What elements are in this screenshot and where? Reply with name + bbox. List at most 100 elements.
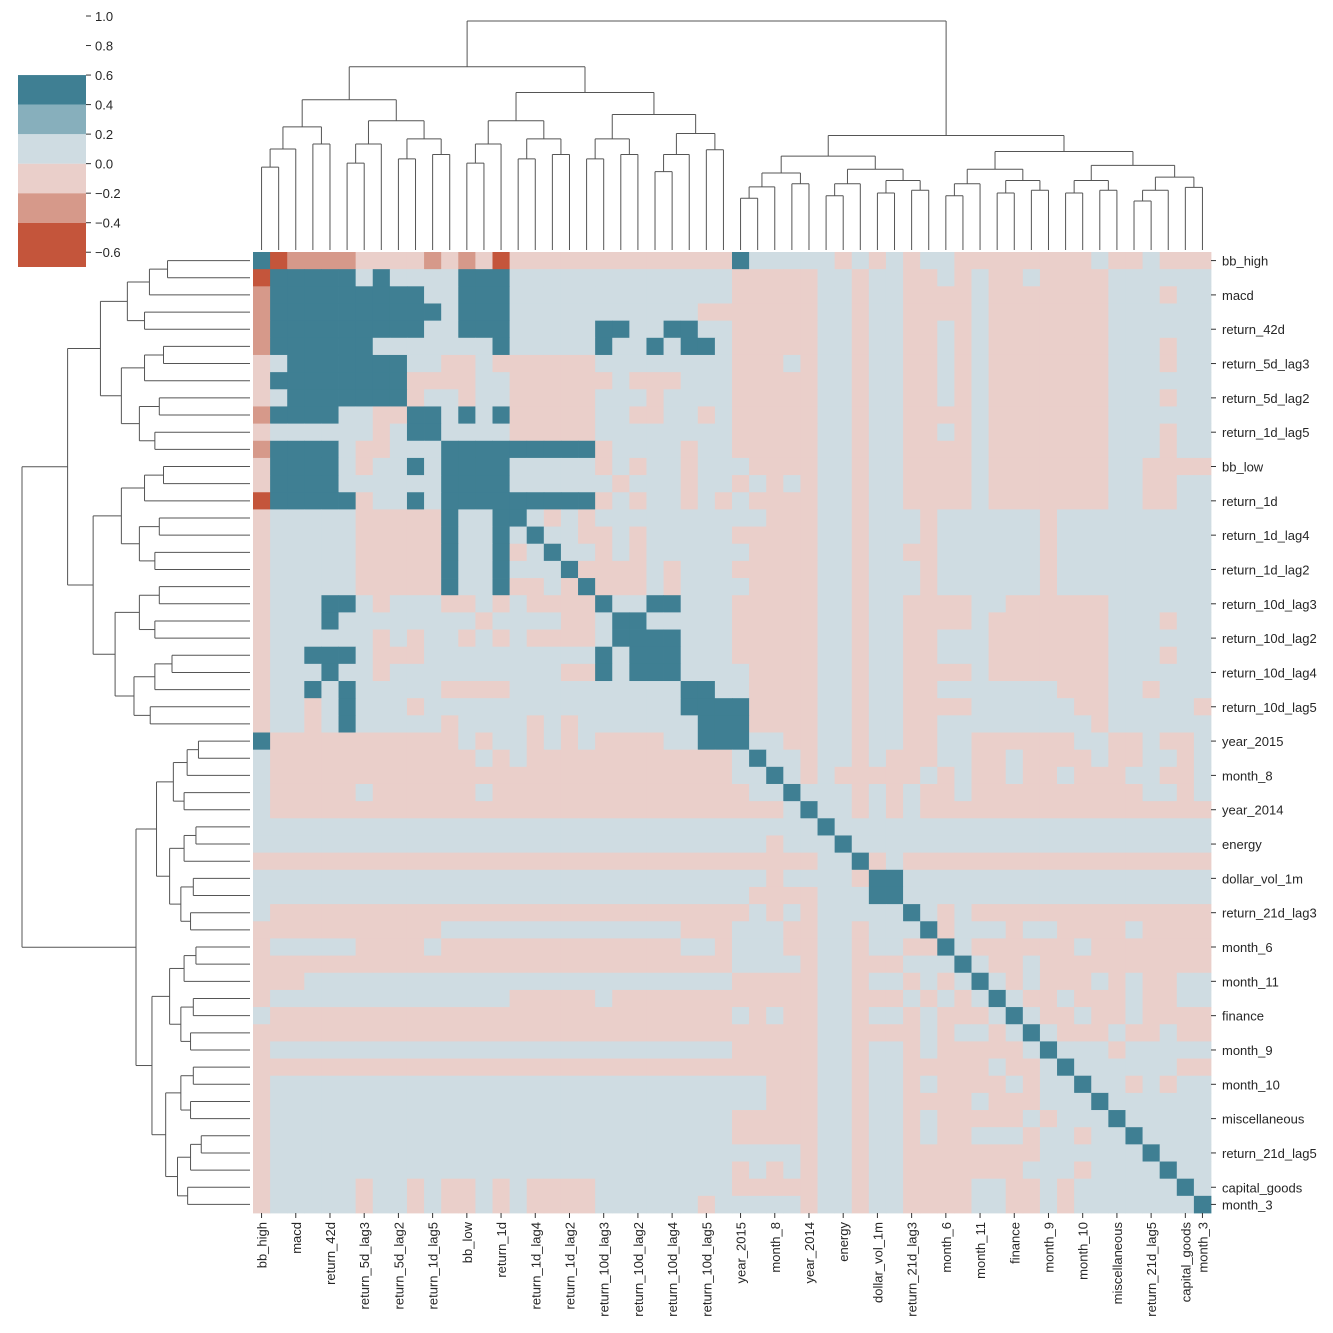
row-tick-label: return_1d_lag5 (1222, 425, 1309, 440)
heatmap-cell (1159, 595, 1178, 613)
heatmap-cell (338, 1058, 357, 1077)
heatmap-cell (509, 303, 528, 322)
heatmap-cell (560, 732, 579, 751)
heatmap-cell (920, 698, 938, 716)
heatmap-cell (1125, 629, 1143, 648)
colorbar-segment (18, 163, 86, 194)
heatmap-cell (1005, 286, 1024, 304)
heatmap-cell (971, 286, 990, 304)
heatmap-cell (1193, 303, 1212, 322)
heatmap-cell (1176, 492, 1195, 510)
heatmap-cell (885, 921, 904, 939)
heatmap-cell (1039, 1178, 1058, 1197)
heatmap-cell (834, 938, 853, 956)
heatmap-cell (389, 475, 408, 493)
heatmap-cell (389, 1178, 408, 1197)
heatmap-cell (851, 389, 870, 407)
heatmap-cell (253, 320, 271, 339)
heatmap-cell (509, 578, 528, 596)
heatmap-cell (663, 681, 682, 699)
heatmap-cell (560, 629, 579, 648)
heatmap-cell (1074, 921, 1092, 939)
heatmap-cell (1108, 337, 1126, 356)
heatmap-cell (287, 715, 305, 733)
heatmap-cell (321, 1075, 339, 1094)
heatmap-cell (270, 372, 288, 390)
heatmap-cell (1074, 1127, 1092, 1145)
heatmap-cell (1091, 252, 1109, 270)
heatmap-cell (509, 354, 528, 373)
heatmap-cell (868, 989, 887, 1008)
heatmap-cell (1074, 354, 1092, 373)
heatmap-cell (389, 303, 408, 322)
heatmap-cell (406, 492, 425, 510)
heatmap-cell (389, 526, 408, 545)
heatmap-cell (885, 406, 904, 425)
heatmap-cell (441, 1178, 459, 1197)
heatmap-cell (783, 886, 801, 905)
heatmap-cell (560, 612, 579, 630)
heatmap-cell (1159, 303, 1178, 322)
heatmap-cell (509, 835, 528, 854)
heatmap-cell (1039, 354, 1058, 373)
heatmap-cell (1125, 1058, 1143, 1077)
heatmap-cell (1074, 1075, 1092, 1094)
heatmap-cell (475, 766, 493, 785)
heatmap-cell (612, 560, 630, 579)
heatmap-cell (988, 904, 1007, 922)
heatmap-cell (338, 921, 357, 939)
heatmap-cell (800, 1178, 818, 1197)
heatmap-cell (697, 715, 716, 733)
heatmap-cell (458, 1007, 476, 1025)
heatmap-cell (441, 337, 459, 356)
heatmap-cell (253, 389, 271, 407)
heatmap-cell (714, 749, 733, 768)
heatmap-cell (885, 715, 904, 733)
heatmap-cell (492, 749, 511, 768)
heatmap-cell (253, 1110, 271, 1128)
heatmap-cell (492, 457, 511, 476)
heatmap-cell (578, 440, 596, 459)
heatmap-cell (475, 852, 493, 871)
heatmap-cell (1108, 252, 1126, 270)
heatmap-cell (1022, 698, 1041, 716)
heatmap-cell (338, 372, 357, 390)
heatmap-cell (321, 801, 339, 819)
heatmap-cell (372, 921, 391, 939)
heatmap-cell (988, 1007, 1007, 1025)
heatmap-cell (1039, 681, 1058, 699)
heatmap-cell (903, 698, 921, 716)
heatmap-cell (578, 869, 596, 888)
heatmap-cell (783, 989, 801, 1008)
heatmap-cell (372, 406, 391, 425)
heatmap-cell (800, 972, 818, 991)
heatmap-cell (954, 1178, 972, 1197)
heatmap-cell (903, 749, 921, 768)
heatmap-cell (732, 303, 750, 322)
heatmap-cell (492, 1092, 511, 1111)
heatmap-cell (903, 457, 921, 476)
heatmap-cell (920, 440, 938, 459)
heatmap-cell (749, 526, 767, 545)
heatmap-cell (971, 1058, 990, 1077)
heatmap-cell (749, 646, 767, 665)
heatmap-cell (680, 1144, 699, 1162)
heatmap-cell (321, 509, 339, 527)
heatmap-cell (954, 852, 972, 871)
heatmap-cell (988, 354, 1007, 373)
heatmap-cell (646, 1178, 664, 1197)
heatmap-cell (903, 1144, 921, 1162)
heatmap-cell (1159, 1127, 1178, 1145)
heatmap-cell (714, 354, 733, 373)
heatmap-cell (1074, 663, 1092, 682)
heatmap-cell (492, 869, 511, 888)
heatmap-cell (766, 252, 784, 270)
heatmap-cell (800, 475, 818, 493)
heatmap-cell (1039, 612, 1058, 630)
heatmap-cell (458, 354, 476, 373)
heatmap-cell (612, 1041, 630, 1059)
heatmap-cell (1176, 715, 1195, 733)
heatmap-cell (817, 1075, 836, 1094)
heatmap-cell (287, 783, 305, 802)
heatmap-cell (680, 337, 699, 356)
